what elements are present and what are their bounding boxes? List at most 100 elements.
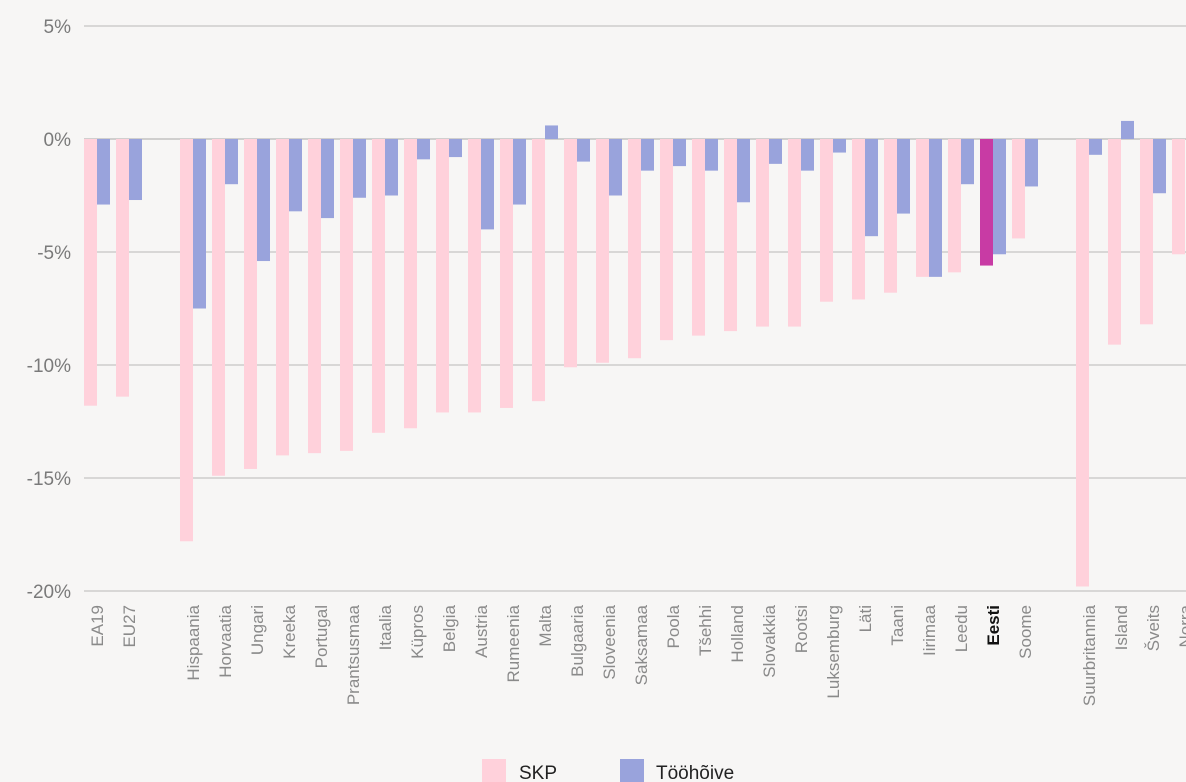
bar-skp-soome <box>1012 139 1025 239</box>
bar-skp-sveits <box>1140 139 1153 325</box>
bar-skp-lati <box>852 139 865 300</box>
bar-skp-norra <box>1172 139 1185 255</box>
bar-toohoive-poola <box>673 139 686 167</box>
bar-skp-prantsusmaa <box>340 139 353 451</box>
x-tick-label-sloveenia: Sloveenia <box>600 604 619 679</box>
bar-toohoive-tsehhi <box>705 139 718 171</box>
x-tick-label-malta: Malta <box>536 604 555 646</box>
bar-skp-suurbritannia <box>1076 139 1089 587</box>
x-tick-label-bulgaaria: Bulgaaria <box>568 604 587 676</box>
y-axis: 5% 0% -5% -10% -15% -20% <box>27 17 71 603</box>
bar-skp-ea19 <box>84 139 97 406</box>
bar-skp-ungari <box>244 139 257 469</box>
x-tick-label-rumeenia: Rumeenia <box>504 604 523 682</box>
x-tick-label-ungari: Ungari <box>248 605 267 655</box>
bar-skp-saksamaa <box>628 139 641 359</box>
bar-skp-island <box>1108 139 1121 345</box>
y-tick-label: -10% <box>27 356 71 377</box>
bar-toohoive-prantsusmaa <box>353 139 366 198</box>
x-tick-label-luksemburg: Luksemburg <box>824 605 843 699</box>
x-tick-label-belgia: Belgia <box>440 604 459 652</box>
x-tick-label-itaalia: Itaalia <box>376 604 395 650</box>
bar-toohoive-horvaatia <box>225 139 238 185</box>
bar-skp-malta <box>532 139 545 402</box>
bar-toohoive-itaalia <box>385 139 398 196</box>
bar-toohoive-island <box>1121 120 1134 139</box>
bar-toohoive-eesti <box>993 139 1006 255</box>
bar-skp-horvaatia <box>212 139 225 476</box>
x-tick-label-kupros: Küpros <box>408 605 427 659</box>
bar-skp-leedu <box>948 139 961 273</box>
bar-skp-kupros <box>404 139 417 429</box>
bar-toohoive-sloveenia <box>609 139 622 196</box>
bar-toohoive-malta <box>545 125 558 139</box>
x-tick-label-austria: Austria <box>472 604 491 657</box>
x-tick-label-suurbritannia: Suurbritannia <box>1080 604 1099 706</box>
legend-swatch-skp <box>482 759 506 782</box>
x-tick-label-ea19: EA19 <box>88 605 107 647</box>
bar-toohoive-ea19 <box>97 139 110 205</box>
x-axis: EA19 EU27 Hispaania Horvaatia Ungari Kreeka Po… <box>88 604 1186 706</box>
bar-skp-portugal <box>308 139 321 454</box>
x-tick-label-soome: Soome <box>1016 605 1035 659</box>
bar-toohoive-slovakkia <box>769 139 782 164</box>
bar-skp-taani <box>884 139 897 293</box>
x-tick-label-slovakkia: Slovakkia <box>760 604 779 677</box>
y-tick-label: -5% <box>37 243 71 264</box>
bar-toohoive-kupros <box>417 139 430 160</box>
y-tick-label: 0% <box>44 130 72 151</box>
bar-skp-tsehhi <box>692 139 705 336</box>
bar-toohoive-luksemburg <box>833 139 846 153</box>
bar-toohoive-portugal <box>321 139 334 219</box>
bar-toohoive-lati <box>865 139 878 237</box>
x-tick-label-holland: Holland <box>728 605 747 663</box>
bar-skp-hispaania <box>180 139 193 542</box>
x-tick-label-taani: Taani <box>888 605 907 646</box>
legend-label-skp: SKP <box>519 763 557 782</box>
x-tick-label-hispaania: Hispaania <box>184 604 203 680</box>
x-tick-label-norra: Norra <box>1176 604 1186 647</box>
x-tick-label-eu27: EU27 <box>120 605 139 648</box>
x-tick-label-kreeka: Kreeka <box>280 604 299 658</box>
bar-skp-sloveenia <box>596 139 609 363</box>
x-tick-label-poola: Poola <box>664 604 683 648</box>
bar-toohoive-suurbritannia <box>1089 139 1102 155</box>
bar-toohoive-ungari <box>257 139 270 262</box>
bar-toohoive-saksamaa <box>641 139 654 171</box>
bar-toohoive-eu27 <box>129 139 142 201</box>
bar-toohoive-leedu <box>961 139 974 185</box>
bar-skp-slovakkia <box>756 139 769 327</box>
y-tick-label: -20% <box>27 582 71 603</box>
x-tick-label-iirimaa: Iirimaa <box>920 604 939 656</box>
bar-skp-rumeenia <box>500 139 513 408</box>
y-tick-label: 5% <box>44 17 72 38</box>
bar-skp-itaalia <box>372 139 385 433</box>
legend-label-toohoive: Tööhõive <box>656 763 734 782</box>
x-tick-label-rootsi: Rootsi <box>792 605 811 653</box>
bar-skp-eu27 <box>116 139 129 397</box>
legend: SKP Tööhõive <box>482 759 734 782</box>
bar-skp-holland <box>724 139 737 332</box>
legend-swatch-toohoive <box>620 759 644 782</box>
x-tick-label-sveits: Šveits <box>1144 605 1163 651</box>
bar-toohoive-austria <box>481 139 494 230</box>
bar-toohoive-rootsi <box>801 139 814 171</box>
bar-toohoive-bulgaaria <box>577 139 590 162</box>
x-tick-label-lati: Läti <box>856 605 875 632</box>
bar-toohoive-rumeenia <box>513 139 526 205</box>
bar-toohoive-soome <box>1025 139 1038 187</box>
bar-skp-poola <box>660 139 673 341</box>
bar-skp-belgia <box>436 139 449 413</box>
bar-toohoive-hispaania <box>193 139 206 309</box>
bar-skp-iirimaa <box>916 139 929 277</box>
x-tick-label-eesti: Eesti <box>984 605 1003 646</box>
bar-toohoive-holland <box>737 139 750 203</box>
bar-toohoive-sveits <box>1153 139 1166 194</box>
bar-toohoive-kreeka <box>289 139 302 212</box>
bar-skp-eesti <box>980 139 993 266</box>
bar-toohoive-taani <box>897 139 910 214</box>
y-tick-label: -15% <box>27 469 71 490</box>
bar-skp-kreeka <box>276 139 289 456</box>
bar-skp-rootsi <box>788 139 801 327</box>
